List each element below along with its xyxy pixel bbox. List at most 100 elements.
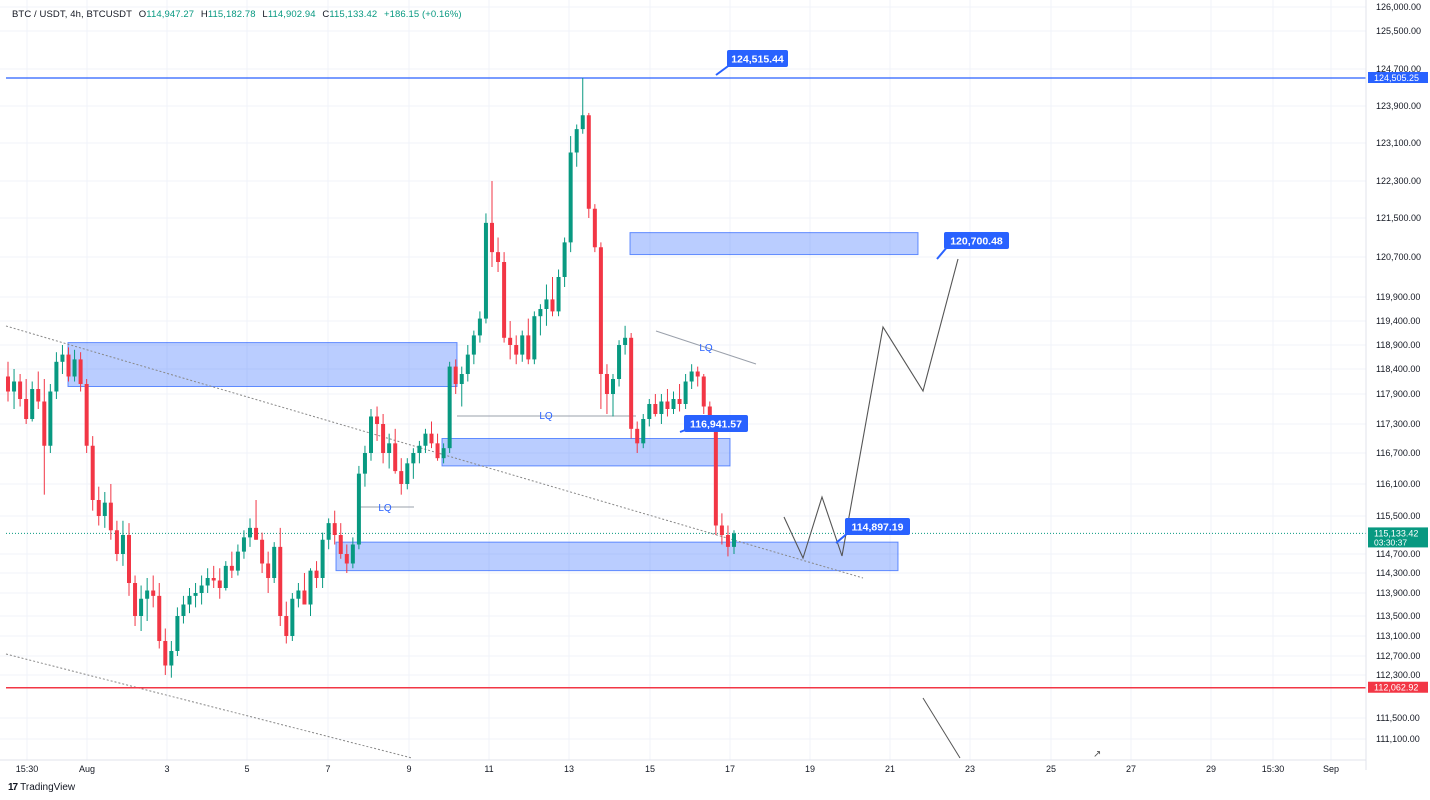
candle[interactable]	[175, 607, 180, 656]
candle[interactable]	[719, 513, 724, 545]
candle[interactable]	[296, 583, 301, 608]
candle[interactable]	[393, 428, 398, 474]
candle[interactable]	[205, 568, 210, 593]
candle[interactable]	[423, 428, 428, 453]
descending-trendline-lower[interactable]	[5, 653, 413, 759]
candle[interactable]	[42, 379, 47, 495]
candle[interactable]	[387, 433, 392, 469]
candle[interactable]	[483, 213, 488, 324]
candle[interactable]	[344, 544, 349, 574]
candle[interactable]	[260, 532, 265, 573]
candle[interactable]	[471, 330, 476, 365]
candle[interactable]	[66, 347, 71, 382]
candle[interactable]	[732, 530, 736, 554]
candle[interactable]	[308, 568, 313, 616]
price-callout[interactable]: 116,941.57	[679, 415, 748, 433]
candle[interactable]	[659, 394, 664, 424]
candle[interactable]	[477, 311, 482, 343]
candle[interactable]	[211, 565, 216, 588]
candle[interactable]	[350, 537, 355, 569]
candle[interactable]	[647, 399, 652, 427]
candle[interactable]	[405, 458, 410, 490]
candle[interactable]	[459, 366, 464, 407]
candle[interactable]	[526, 318, 531, 365]
candle[interactable]	[338, 523, 343, 559]
candle[interactable]	[683, 374, 688, 409]
candle[interactable]	[332, 510, 337, 545]
projection-down-line[interactable]	[922, 697, 961, 759]
liquidity-line-3[interactable]	[655, 330, 757, 365]
candle[interactable]	[18, 374, 23, 407]
candle[interactable]	[465, 345, 470, 382]
candle[interactable]	[490, 181, 494, 267]
candle[interactable]	[60, 345, 65, 374]
candle[interactable]	[641, 414, 646, 449]
candle[interactable]	[278, 527, 283, 626]
demand-zone[interactable]	[335, 541, 899, 572]
candle[interactable]	[568, 136, 573, 253]
candle[interactable]	[102, 492, 107, 528]
candle[interactable]	[429, 421, 434, 449]
candle[interactable]	[187, 588, 192, 614]
candle[interactable]	[604, 364, 609, 414]
candle[interactable]	[417, 440, 422, 464]
price-tag[interactable]: 112,062.92	[1368, 681, 1428, 693]
candle[interactable]	[72, 349, 77, 382]
candle[interactable]	[151, 575, 156, 608]
mid-zone[interactable]	[441, 438, 731, 467]
candle[interactable]	[369, 409, 373, 461]
candle[interactable]	[120, 520, 125, 566]
candle[interactable]	[496, 237, 501, 273]
candle[interactable]	[562, 237, 567, 288]
candle[interactable]	[48, 384, 53, 453]
candle[interactable]	[713, 416, 718, 536]
candle[interactable]	[84, 379, 89, 453]
candle[interactable]	[520, 330, 525, 362]
candle[interactable]	[725, 525, 730, 557]
candle[interactable]	[695, 366, 700, 387]
candle[interactable]	[114, 520, 119, 562]
tradingview-logo[interactable]: 17 TradingView	[8, 782, 75, 793]
candle[interactable]	[36, 371, 41, 410]
candle[interactable]	[538, 304, 543, 336]
candle[interactable]	[617, 340, 622, 387]
candle[interactable]	[411, 448, 416, 479]
price-tag[interactable]: 124,505.25	[1368, 72, 1428, 84]
candle[interactable]	[544, 284, 549, 326]
candle[interactable]	[193, 583, 198, 608]
candle[interactable]	[241, 530, 246, 559]
candle[interactable]	[127, 523, 131, 596]
candle[interactable]	[611, 374, 615, 417]
candle[interactable]	[381, 414, 386, 464]
price-callout[interactable]: 120,700.48	[936, 232, 1009, 260]
candle[interactable]	[556, 269, 561, 317]
candle[interactable]	[689, 364, 694, 389]
candle[interactable]	[181, 595, 186, 624]
candle[interactable]	[24, 379, 29, 424]
candle[interactable]	[199, 575, 204, 605]
candle[interactable]	[248, 518, 252, 547]
candle[interactable]	[284, 601, 289, 644]
candle[interactable]	[6, 361, 10, 402]
candle[interactable]	[362, 445, 367, 487]
time-axis[interactable]: 15:30 Aug 3 5 7 9 11 13 15 17 19 21 23 25 27 29 15:30 Sep	[0, 759, 1366, 774]
candle[interactable]	[435, 433, 440, 461]
candle[interactable]	[217, 568, 222, 599]
candle[interactable]	[326, 518, 331, 550]
candle[interactable]	[532, 311, 537, 365]
candle[interactable]	[635, 421, 640, 454]
candle[interactable]	[54, 352, 59, 399]
candle[interactable]	[677, 384, 682, 412]
candle[interactable]	[157, 583, 162, 649]
projection-path[interactable]	[783, 258, 959, 560]
candle[interactable]	[592, 204, 597, 253]
candle[interactable]	[508, 321, 513, 360]
candle[interactable]	[356, 465, 361, 550]
candle[interactable]	[653, 394, 658, 417]
candle[interactable]	[90, 436, 95, 511]
candle[interactable]	[586, 112, 591, 218]
candle[interactable]	[447, 361, 452, 453]
candle[interactable]	[514, 335, 519, 365]
candle[interactable]	[139, 585, 144, 632]
